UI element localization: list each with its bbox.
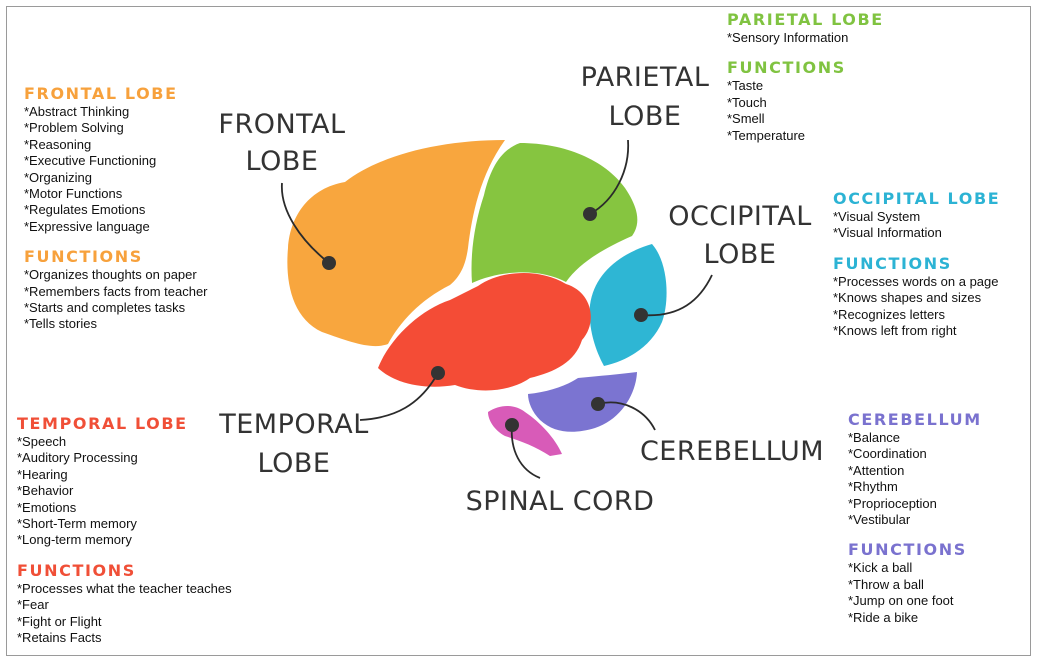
cerebellum-shape — [528, 372, 637, 432]
list-item: *Executive Functioning — [24, 153, 157, 169]
list-item: *Taste — [727, 78, 764, 94]
occipital-lobe-title: OCCIPITAL LOBE — [833, 189, 1001, 208]
list-item: *Remembers facts from teacher — [24, 283, 208, 299]
list-item: *Proprioception — [848, 495, 937, 511]
list-item: *Smell — [727, 111, 765, 127]
list-item: *Short-Term memory — [17, 516, 137, 532]
list-item: *Balance — [848, 430, 901, 445]
parietal-lobe-title: PARIETAL LOBE — [727, 10, 884, 29]
list-item: *Temperature — [727, 127, 806, 143]
list-item: *Abstract Thinking — [24, 104, 130, 119]
occipital-label-line1: OCCIPITAL — [668, 201, 812, 232]
list-item: *Reasoning — [24, 136, 92, 152]
frontal-marker-dot — [322, 256, 336, 270]
occipital-lobe-shape — [589, 244, 667, 366]
parietal-marker-dot — [583, 207, 597, 221]
temporal-functions-title: FUNCTIONS — [17, 560, 136, 580]
spinal-marker-dot — [505, 418, 519, 432]
parietal-lobe-list: *Sensory Information — [727, 30, 884, 46]
list-item: *Touch — [727, 94, 767, 110]
list-item: *Regulates Emotions — [24, 202, 146, 218]
parietal-lobe-shape — [471, 143, 638, 283]
cerebellum-marker-dot — [591, 397, 605, 411]
list-item: *Speech — [17, 434, 67, 449]
list-item: *Fear — [17, 597, 49, 613]
parietal-lobe-info: PARIETAL LOBE *Sensory Information FUNCT… — [727, 10, 884, 144]
temporal-leader-line — [359, 372, 439, 421]
outer-frame — [6, 6, 1031, 656]
list-item: *Long-term memory — [17, 532, 132, 548]
cerebellum-functions-title: FUNCTIONS — [848, 540, 967, 560]
temporal-label-line2: LOBE — [258, 448, 331, 479]
list-item: *Recognizes letters — [833, 306, 945, 322]
list-item: *Expressive language — [24, 218, 150, 234]
parietal-functions-list: *Taste *Touch *Smell *Temperature — [727, 78, 884, 144]
frontal-functions-list: *Organizes thoughts on paper *Remembers f… — [24, 267, 208, 333]
marker-dots — [322, 207, 648, 432]
cerebellum-label: CEREBELLUM — [640, 436, 824, 467]
frontal-lobe-info: FRONTAL LOBE *Abstract Thinking *Problem … — [24, 84, 208, 333]
list-item: *Tells stories — [24, 316, 97, 332]
list-item: *Visual System — [833, 209, 921, 224]
temporal-lobe-title: TEMPORAL LOBE — [17, 414, 188, 433]
list-item: *Organizing — [24, 169, 92, 185]
list-item: *Vestibular — [848, 512, 911, 528]
temporal-functions-list: *Processes what the teacher teaches *Fear… — [17, 581, 232, 647]
list-item: *Visual Information — [833, 225, 942, 241]
list-item: *Auditory Processing — [17, 450, 138, 466]
list-item: *Sensory Information — [727, 30, 849, 45]
list-item: *Processes words on a page — [833, 273, 999, 289]
list-item: *Retains Facts — [17, 630, 102, 646]
list-item: *Behavior — [17, 483, 74, 499]
parietal-label-line1: PARIETAL — [581, 62, 710, 93]
cerebellum-title: CEREBELLUM — [848, 410, 982, 429]
parietal-label-line2: LOBE — [609, 101, 682, 132]
cerebellum-list: *Balance *Coordination *Attention *Rhythm *P… — [848, 430, 982, 528]
parietal-functions-title: FUNCTIONS — [727, 58, 846, 78]
list-item: *Rhythm — [848, 479, 898, 495]
list-item: *Hearing — [17, 466, 68, 482]
list-item: *Ride a bike — [848, 609, 919, 625]
cerebellum-info: CEREBELLUM *Balance *Coordination *Attenti… — [848, 410, 982, 626]
occipital-functions-list: *Processes words on a page *Knows shapes … — [833, 274, 1000, 340]
list-item: *Starts and completes tasks — [24, 300, 186, 316]
list-item: *Problem Solving — [24, 120, 124, 136]
temporal-lobe-list: *Speech *Auditory Processing *Hearing *Beha… — [17, 434, 232, 549]
occipital-label-line2: LOBE — [704, 239, 777, 270]
list-item: *Kick a ball — [848, 560, 913, 576]
frontal-lobe-title: FRONTAL LOBE — [24, 84, 178, 103]
frontal-label-line2: LOBE — [246, 146, 319, 177]
occipital-leader-line — [640, 274, 713, 317]
list-item: *Jump on one foot — [848, 593, 954, 609]
list-item: *Emotions — [17, 499, 77, 515]
list-item: *Processes what the teacher teaches — [17, 580, 232, 596]
frontal-lobe-shape — [287, 140, 505, 347]
temporal-lobe-shape — [378, 272, 591, 391]
frontal-leader-line — [281, 182, 330, 264]
temporal-marker-dot — [431, 366, 445, 380]
occipital-lobe-info: OCCIPITAL LOBE *Visual System *Visual Inf… — [833, 189, 1000, 339]
temporal-label-line1: TEMPORAL — [218, 409, 369, 440]
list-item: *Fight or Flight — [17, 613, 102, 629]
frontal-lobe-list: *Abstract Thinking *Problem Solving *Reaso… — [24, 104, 208, 235]
list-item: *Knows left from right — [833, 323, 957, 339]
occipital-functions-title: FUNCTIONS — [833, 253, 952, 273]
parietal-leader-line — [589, 139, 629, 215]
list-item: *Organizes thoughts on paper — [24, 267, 197, 283]
frontal-label-line1: FRONTAL — [218, 109, 345, 140]
list-item: *Motor Functions — [24, 186, 123, 202]
occipital-marker-dot — [634, 308, 648, 322]
temporal-lobe-info: TEMPORAL LOBE *Speech *Auditory Processin… — [17, 414, 232, 646]
list-item: *Throw a ball — [848, 576, 924, 592]
frontal-functions-title: FUNCTIONS — [24, 247, 143, 267]
cerebellum-functions-list: *Kick a ball *Throw a ball *Jump on one fo… — [848, 560, 982, 626]
spinal-cord-label: SPINAL CORD — [466, 486, 655, 517]
list-item: *Knows shapes and sizes — [833, 290, 982, 306]
list-item: *Attention — [848, 462, 905, 478]
list-item: *Coordination — [848, 446, 927, 462]
spinal-cord-shape — [488, 406, 562, 456]
occipital-lobe-list: *Visual System *Visual Information — [833, 209, 1000, 242]
